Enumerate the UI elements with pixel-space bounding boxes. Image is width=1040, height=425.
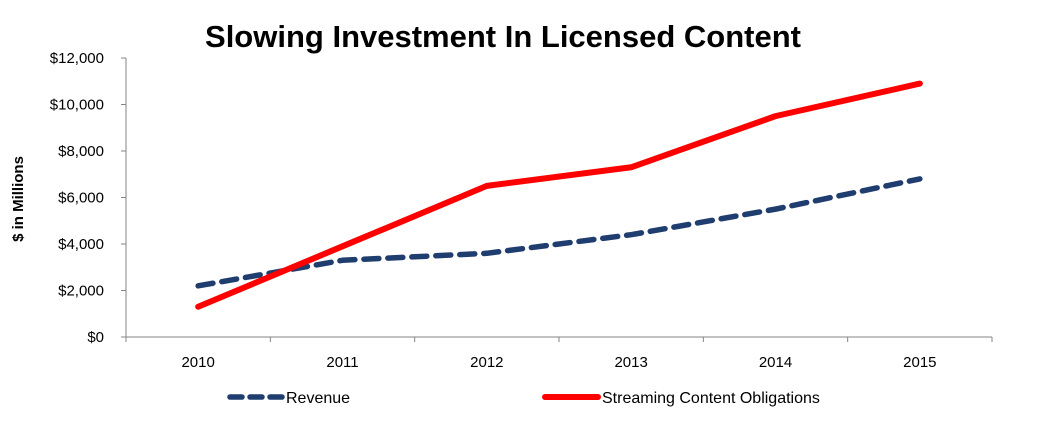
data-point bbox=[486, 185, 487, 186]
x-tick-label: 2012 bbox=[470, 354, 503, 371]
y-tick-label: $8,000 bbox=[58, 143, 104, 160]
y-tick-label: $4,000 bbox=[58, 236, 104, 253]
data-point bbox=[919, 178, 920, 179]
data-point bbox=[775, 209, 776, 210]
y-tick-label: $2,000 bbox=[58, 283, 104, 300]
data-point bbox=[631, 234, 632, 235]
series-line-streaming-content-obligations bbox=[195, 80, 923, 310]
data-point bbox=[631, 167, 632, 168]
data-point bbox=[919, 83, 920, 84]
data-point bbox=[342, 260, 343, 261]
data-point bbox=[342, 246, 343, 247]
x-tick-label: 2014 bbox=[759, 354, 792, 371]
legend: Revenue Streaming Content Obligations bbox=[227, 390, 820, 407]
x-tick-label: 2013 bbox=[614, 354, 647, 371]
legend-label: Streaming Content Obligations bbox=[602, 390, 820, 407]
series-line-revenue bbox=[195, 176, 923, 289]
x-tick-label: 2010 bbox=[181, 354, 214, 371]
legend-label: Revenue bbox=[286, 390, 350, 407]
x-tick-label: 2015 bbox=[903, 354, 936, 371]
data-point bbox=[198, 285, 199, 286]
y-tick-label: $10,000 bbox=[50, 97, 104, 114]
chart-title: Slowing Investment In Licensed Content bbox=[205, 19, 801, 54]
y-tick-label: $12,000 bbox=[50, 50, 104, 67]
y-tick-label: $6,000 bbox=[58, 190, 104, 207]
data-point bbox=[198, 306, 199, 307]
y-tick-label: $0 bbox=[87, 329, 104, 346]
series-layer bbox=[195, 80, 923, 310]
y-axis-title: $ in Millions bbox=[10, 156, 27, 242]
x-tick-label: 2011 bbox=[326, 354, 358, 371]
y-axis: $0 $2,000 $4,000 $6,000 $8,000 $10,000 $12,000 bbox=[50, 50, 127, 346]
data-point bbox=[775, 116, 776, 117]
x-axis: 2010 2011 2012 2013 2014 2015 bbox=[125, 336, 993, 371]
data-point bbox=[486, 253, 487, 254]
